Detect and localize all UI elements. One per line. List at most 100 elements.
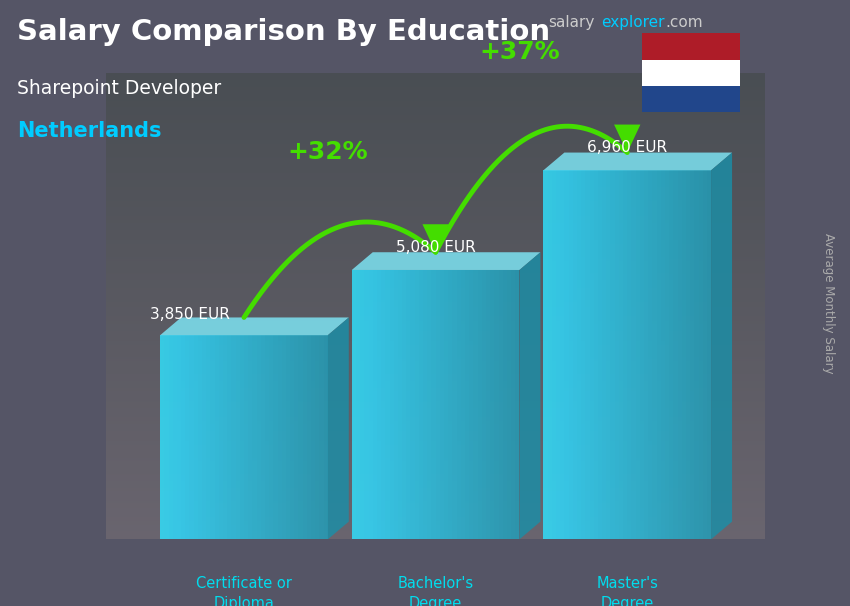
Bar (690, 170, 694, 539)
Text: 6,960 EUR: 6,960 EUR (587, 141, 667, 155)
Text: .com: .com (666, 15, 703, 30)
Bar (511, 270, 515, 539)
Polygon shape (328, 318, 348, 539)
Text: salary: salary (548, 15, 595, 30)
Bar (642, 33, 740, 59)
Bar (649, 170, 653, 539)
Bar (515, 270, 519, 539)
Bar (419, 270, 423, 539)
Bar (569, 170, 573, 539)
Bar (198, 335, 202, 539)
Bar (619, 170, 623, 539)
Bar (699, 170, 703, 539)
Bar (194, 335, 198, 539)
Bar (656, 170, 660, 539)
Bar (602, 170, 606, 539)
Polygon shape (711, 153, 732, 539)
Bar (556, 170, 560, 539)
Bar (593, 170, 598, 539)
Bar (469, 270, 473, 539)
Bar (181, 335, 185, 539)
Bar (482, 270, 486, 539)
Bar (398, 270, 402, 539)
Bar (640, 170, 644, 539)
Bar (435, 270, 439, 539)
Text: +32%: +32% (287, 139, 368, 164)
Bar (231, 335, 235, 539)
Bar (636, 170, 640, 539)
Bar (490, 270, 495, 539)
Bar (677, 170, 682, 539)
Bar (665, 170, 669, 539)
Bar (373, 270, 377, 539)
Bar (227, 335, 231, 539)
Bar (586, 170, 590, 539)
Bar (552, 170, 556, 539)
Polygon shape (160, 318, 348, 335)
Bar (448, 270, 452, 539)
Bar (365, 270, 369, 539)
Bar (627, 170, 632, 539)
Bar (598, 170, 602, 539)
Bar (686, 170, 690, 539)
Text: explorer: explorer (601, 15, 665, 30)
Bar (682, 170, 686, 539)
Bar (478, 270, 482, 539)
Bar (207, 335, 211, 539)
Bar (389, 270, 394, 539)
Text: Sharepoint Developer: Sharepoint Developer (17, 79, 221, 98)
Bar (394, 270, 398, 539)
Bar (168, 335, 173, 539)
Bar (543, 170, 547, 539)
Bar (190, 335, 194, 539)
Bar (444, 270, 448, 539)
Bar (286, 335, 290, 539)
Bar (642, 59, 740, 86)
Bar (644, 170, 649, 539)
Text: Salary Comparison By Education: Salary Comparison By Education (17, 18, 550, 46)
Bar (274, 335, 277, 539)
Bar (406, 270, 411, 539)
Bar (507, 270, 511, 539)
Bar (356, 270, 360, 539)
Bar (423, 270, 428, 539)
Bar (577, 170, 581, 539)
Bar (381, 270, 385, 539)
Text: 3,850 EUR: 3,850 EUR (150, 307, 230, 322)
Text: +37%: +37% (479, 40, 560, 64)
Text: Average Monthly Salary: Average Monthly Salary (822, 233, 836, 373)
Bar (307, 335, 311, 539)
Bar (439, 270, 444, 539)
Text: Master's
Degree: Master's Degree (597, 576, 658, 606)
Bar (177, 335, 181, 539)
Bar (377, 270, 381, 539)
Bar (240, 335, 244, 539)
Bar (707, 170, 711, 539)
Bar (320, 335, 324, 539)
Bar (303, 335, 307, 539)
Bar (173, 335, 177, 539)
Bar (502, 270, 507, 539)
Bar (360, 270, 365, 539)
Bar (277, 335, 281, 539)
Bar (694, 170, 699, 539)
Bar (461, 270, 465, 539)
Text: 5,080 EUR: 5,080 EUR (396, 240, 475, 255)
Bar (352, 270, 356, 539)
Bar (252, 335, 257, 539)
Bar (456, 270, 461, 539)
Bar (290, 335, 294, 539)
Bar (257, 335, 261, 539)
Bar (160, 335, 164, 539)
Bar (415, 270, 419, 539)
Bar (669, 170, 673, 539)
Bar (281, 335, 286, 539)
Bar (573, 170, 577, 539)
Bar (606, 170, 610, 539)
Bar (581, 170, 586, 539)
Text: Bachelor's
Degree: Bachelor's Degree (398, 576, 473, 606)
Bar (218, 335, 223, 539)
Bar (623, 170, 627, 539)
Bar (265, 335, 269, 539)
Bar (473, 270, 478, 539)
